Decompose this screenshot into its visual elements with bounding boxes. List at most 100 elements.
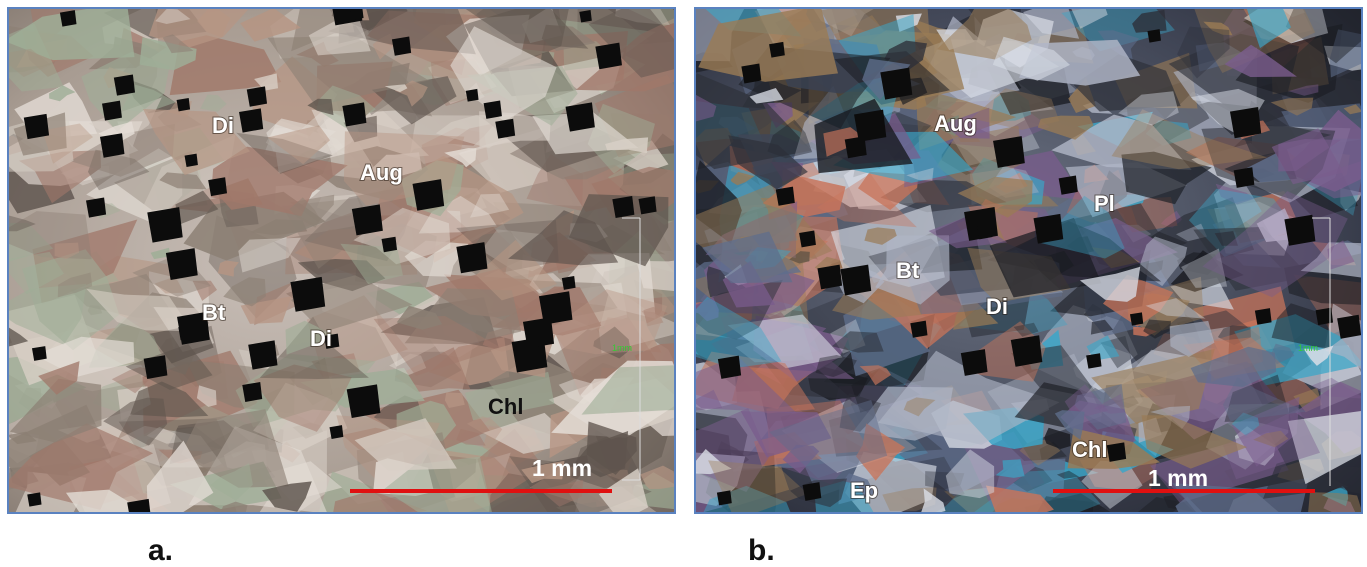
mineral-grain bbox=[1013, 466, 1053, 492]
mineral-grain bbox=[1288, 84, 1319, 96]
mineral-grain bbox=[945, 449, 995, 499]
mineral-grain bbox=[1246, 8, 1291, 49]
mineral-grain bbox=[539, 479, 584, 507]
mineral-grain bbox=[730, 171, 755, 186]
opaque-grain bbox=[799, 230, 816, 248]
mineral-grain bbox=[185, 359, 295, 414]
mineral-grain bbox=[404, 288, 522, 345]
mineral-grain bbox=[192, 280, 217, 301]
mineral-grain bbox=[8, 215, 36, 232]
mineral-grain bbox=[703, 485, 791, 513]
opaque-grain bbox=[716, 490, 732, 506]
opaque-grain bbox=[840, 264, 872, 296]
opaque-grain bbox=[239, 108, 264, 133]
mineral-grain bbox=[1271, 128, 1344, 185]
opaque-grain bbox=[483, 100, 502, 119]
mineral-grain bbox=[1098, 474, 1198, 513]
opaque-grain bbox=[381, 236, 398, 253]
mineral-grain bbox=[1270, 97, 1314, 116]
mineral-grain bbox=[942, 107, 990, 139]
opaque-grain bbox=[248, 340, 278, 370]
opaque-grain bbox=[522, 317, 555, 349]
mineral-grain bbox=[558, 378, 594, 405]
mineral-grain bbox=[383, 456, 493, 513]
mineral-grain bbox=[695, 449, 732, 475]
opaque-grain bbox=[329, 425, 344, 440]
mineral-label: Di bbox=[310, 326, 332, 351]
mineral-grain bbox=[394, 347, 471, 392]
mineral-grain bbox=[695, 94, 717, 122]
mineral-grain bbox=[240, 8, 301, 42]
mineral-grain bbox=[925, 471, 965, 490]
mineral-grain bbox=[200, 94, 227, 112]
mineral-grain bbox=[1217, 325, 1251, 346]
mineral-grain bbox=[1214, 231, 1238, 246]
opaque-grain bbox=[102, 100, 122, 121]
mineral-grain bbox=[262, 481, 312, 512]
mineral-grain bbox=[1190, 346, 1277, 387]
mineral-grain bbox=[985, 485, 1054, 513]
mineral-grain bbox=[54, 242, 80, 259]
mineral-grain bbox=[1064, 384, 1109, 420]
mineral-grain bbox=[782, 444, 820, 474]
mineral-grain bbox=[223, 277, 266, 307]
mineral-grain bbox=[817, 173, 917, 228]
mineral-grain bbox=[1145, 298, 1206, 319]
mineral-grain bbox=[866, 263, 902, 284]
mineral-grain bbox=[1169, 320, 1215, 357]
mineral-grain bbox=[1056, 470, 1080, 479]
mineral-grain bbox=[235, 353, 376, 428]
mineral-grain bbox=[1231, 412, 1260, 436]
mineral-grain bbox=[8, 211, 92, 260]
mineral-grain bbox=[839, 393, 881, 432]
opaque-grain bbox=[1284, 214, 1316, 246]
mineral-grain bbox=[1118, 91, 1179, 126]
opaque-grain bbox=[538, 291, 573, 325]
mineral-grain bbox=[139, 37, 197, 71]
mineral-grain bbox=[217, 260, 239, 277]
mineral-grain bbox=[254, 73, 278, 91]
mineral-grain bbox=[285, 212, 371, 275]
mineral-grain bbox=[307, 98, 334, 116]
image-border bbox=[7, 7, 676, 514]
opaque-grain bbox=[579, 9, 592, 23]
mineral-label: Aug bbox=[934, 111, 977, 136]
micrograph-ppl bbox=[8, 8, 675, 513]
mineral-grain bbox=[1271, 343, 1295, 365]
opaque-grain bbox=[880, 67, 913, 100]
mineral-grain bbox=[49, 85, 76, 102]
opaque-grain bbox=[595, 42, 622, 70]
mineral-grain bbox=[444, 148, 477, 168]
mineral-grain bbox=[1079, 266, 1141, 302]
mineral-grain bbox=[1081, 460, 1143, 509]
mineral-grain bbox=[8, 423, 154, 510]
opaque-grain bbox=[1315, 307, 1334, 326]
mineral-grain bbox=[1222, 377, 1307, 422]
opaque-grain bbox=[612, 195, 635, 219]
opaque-grain bbox=[1229, 106, 1262, 139]
mineral-grain bbox=[1090, 319, 1114, 335]
mineral-grain bbox=[508, 210, 619, 266]
opaque-grain bbox=[346, 384, 381, 419]
opaque-grain bbox=[741, 63, 762, 84]
mineral-grain bbox=[8, 251, 64, 295]
image-border bbox=[694, 7, 1363, 514]
mineral-grain bbox=[181, 409, 289, 488]
opaque-grain bbox=[1337, 314, 1362, 339]
mineral-grain bbox=[143, 109, 251, 176]
mineral-grain bbox=[588, 8, 675, 78]
opaque-grain bbox=[854, 109, 887, 142]
opaque-grain bbox=[976, 223, 993, 240]
mineral-grain bbox=[695, 297, 719, 322]
mineral-grain bbox=[289, 197, 321, 228]
mineral-label: Di bbox=[986, 294, 1008, 319]
mineral-grain bbox=[906, 167, 934, 181]
mineral-grain bbox=[267, 36, 429, 107]
scale-bar bbox=[1053, 489, 1315, 493]
mineral-grain bbox=[125, 344, 213, 390]
mineral-grain bbox=[698, 8, 838, 82]
mineral-grain bbox=[1070, 8, 1108, 29]
mineral-label: Di bbox=[212, 113, 234, 138]
opaque-grain bbox=[324, 333, 340, 349]
mineral-label: Chl bbox=[488, 394, 523, 419]
